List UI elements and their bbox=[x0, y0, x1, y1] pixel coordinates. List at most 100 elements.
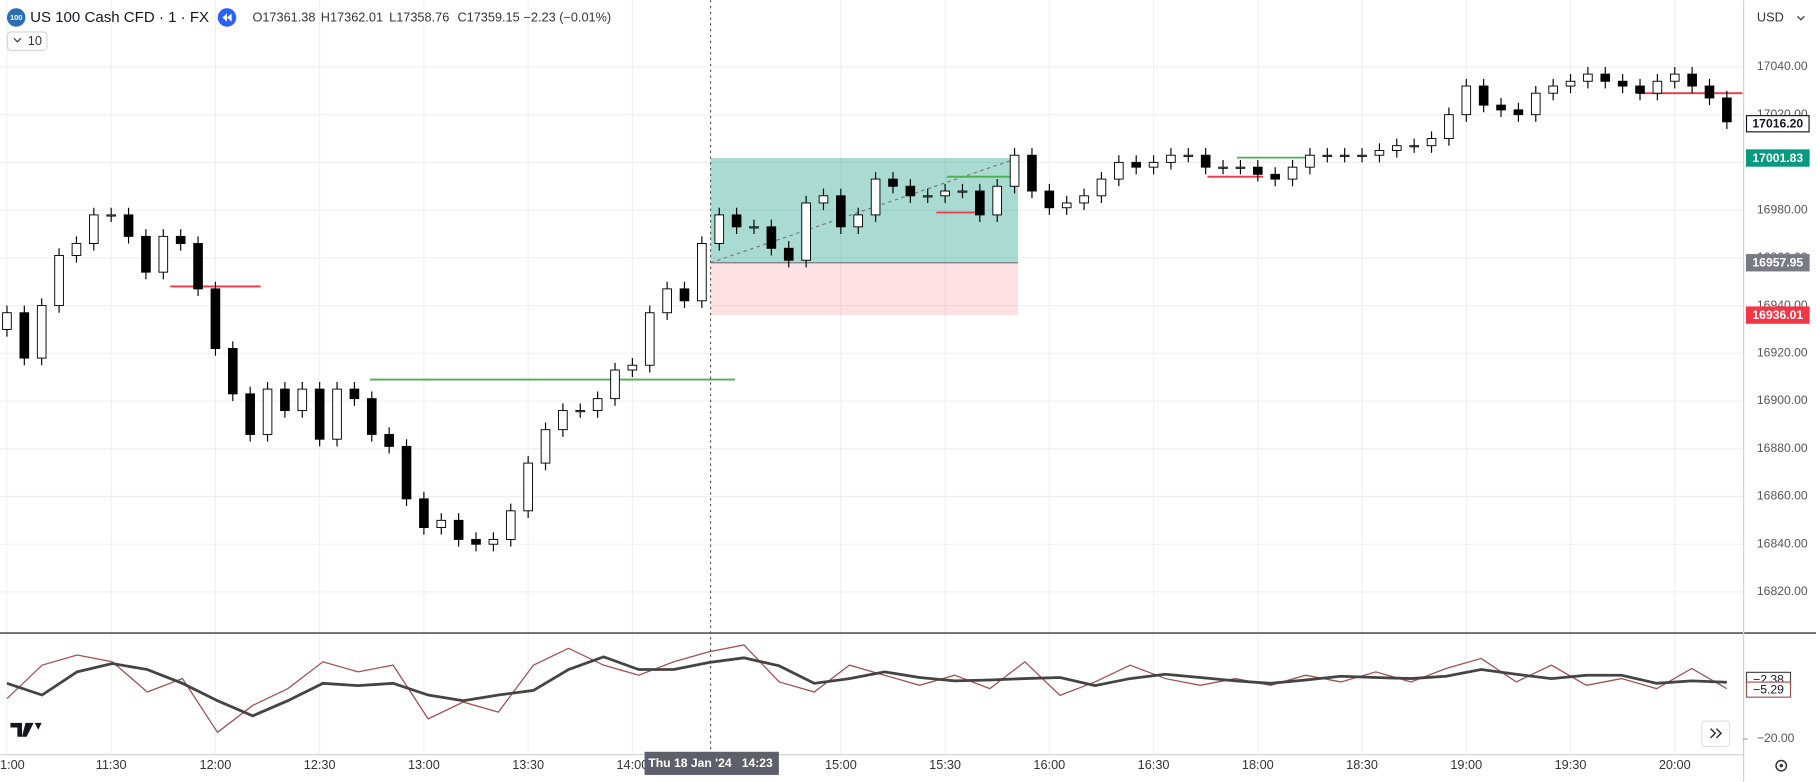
candle-body bbox=[1513, 109, 1524, 116]
candle-body bbox=[1270, 173, 1280, 180]
candle-body bbox=[141, 235, 151, 273]
candle-body bbox=[1061, 202, 1072, 209]
candle-body bbox=[1704, 85, 1715, 99]
candle-body bbox=[453, 519, 464, 540]
candle-body bbox=[1287, 166, 1298, 180]
oscillator-line bbox=[6, 655, 1727, 718]
x-tick-label: 19:30 bbox=[1555, 757, 1587, 772]
candle-body bbox=[36, 305, 47, 359]
candle-body bbox=[1617, 80, 1628, 87]
candle-body bbox=[1722, 97, 1732, 123]
ohlc-low: L17358.76 bbox=[389, 9, 449, 24]
candle-body bbox=[436, 519, 447, 528]
candle-body bbox=[975, 190, 985, 216]
candle-body bbox=[1305, 154, 1315, 168]
candle-body bbox=[1079, 195, 1089, 204]
candle-body bbox=[749, 226, 759, 229]
candle-body bbox=[193, 243, 203, 290]
ohlc-high: H17362.01 bbox=[321, 9, 383, 24]
x-tick-label: 16:00 bbox=[1033, 757, 1065, 772]
candle-body bbox=[505, 510, 516, 540]
candle-body bbox=[1461, 85, 1472, 116]
candle-body bbox=[1635, 85, 1645, 94]
candle-body bbox=[297, 388, 308, 412]
scroll-button[interactable] bbox=[1701, 720, 1731, 748]
candle-body bbox=[644, 312, 655, 366]
candle-body bbox=[540, 429, 551, 464]
candle-body bbox=[488, 538, 499, 545]
brand-logo bbox=[10, 722, 42, 737]
interval-button[interactable] bbox=[6, 31, 48, 52]
candle-body bbox=[610, 369, 620, 400]
candle-body bbox=[662, 288, 672, 314]
price-tag bbox=[1745, 306, 1810, 324]
candle-body bbox=[1339, 154, 1350, 157]
candle-body bbox=[262, 388, 273, 435]
candle-body bbox=[1478, 85, 1489, 106]
candle-body bbox=[1218, 166, 1228, 169]
x-tick-label: 19:00 bbox=[1450, 757, 1482, 772]
candle-body bbox=[245, 393, 255, 435]
candle-body bbox=[783, 247, 794, 261]
candle-body bbox=[384, 433, 394, 447]
candle-body bbox=[1044, 190, 1055, 209]
candle-body bbox=[627, 364, 638, 371]
grid bbox=[0, 0, 1744, 755]
candle-body bbox=[106, 214, 116, 217]
scroll-icon bbox=[1710, 728, 1723, 739]
candle-body bbox=[1496, 104, 1506, 111]
x-tick-label: 20:00 bbox=[1659, 757, 1691, 772]
price-tags: 17016.20 17001.83 16957.95 16936.01 Thu 18 J… bbox=[644, 115, 1810, 775]
candle-body bbox=[888, 178, 898, 187]
candle-body bbox=[1426, 138, 1437, 147]
price-tag-label: 17001.83 bbox=[1752, 151, 1803, 165]
position-path bbox=[710, 157, 1019, 264]
y-tick-label: 16880.00 bbox=[1757, 441, 1808, 455]
candle-body bbox=[1322, 154, 1333, 157]
candle-body bbox=[280, 388, 290, 412]
price-tag-label: 16957.95 bbox=[1752, 256, 1803, 270]
candle-body bbox=[1166, 154, 1176, 163]
candle-body bbox=[227, 348, 238, 395]
x-tick-label: 16:30 bbox=[1138, 757, 1170, 772]
candle-body bbox=[1444, 114, 1454, 139]
symbol-title[interactable]: US 100 Cash CFD · 1 · FX bbox=[30, 9, 209, 26]
y-tick-label: 16820.00 bbox=[1757, 584, 1808, 598]
x-tick-label: 13:30 bbox=[512, 757, 544, 772]
candle-body bbox=[1009, 154, 1020, 187]
y-tick-label: 16840.00 bbox=[1757, 536, 1808, 550]
settings-icon bbox=[1779, 763, 1783, 768]
candle-body bbox=[992, 185, 1003, 216]
x-tick-label: 12:00 bbox=[200, 757, 232, 772]
x-tick-label: 1:00 bbox=[0, 757, 25, 772]
candle-body bbox=[714, 214, 725, 244]
oscillator-tag bbox=[1745, 681, 1792, 698]
y-tick-label: 16860.00 bbox=[1757, 489, 1808, 503]
candle-body bbox=[1183, 154, 1194, 157]
position-stop-zone bbox=[710, 262, 1019, 316]
drawings bbox=[170, 0, 1743, 755]
candle-body bbox=[1200, 154, 1211, 168]
candle-body bbox=[592, 398, 603, 412]
candle-body bbox=[175, 235, 186, 244]
candle-body bbox=[731, 214, 742, 228]
candle-body bbox=[1548, 85, 1558, 94]
candle-body bbox=[158, 235, 169, 273]
candle-body bbox=[836, 195, 846, 228]
settings-button[interactable] bbox=[1775, 759, 1788, 772]
currency[interactable]: USD bbox=[1757, 9, 1784, 24]
candle-body bbox=[1669, 73, 1680, 82]
crosshair-label: Thu 18 Jan '24 14:23 bbox=[648, 756, 773, 770]
candle-body bbox=[1565, 80, 1576, 87]
candle-body bbox=[1235, 166, 1246, 169]
interval-value: 10 bbox=[28, 33, 42, 48]
candle-body bbox=[697, 243, 707, 302]
candle-body bbox=[1131, 161, 1142, 168]
candle-body bbox=[1357, 154, 1367, 157]
symbol-logo-text: 100 bbox=[10, 13, 23, 22]
y-tick-label: 16900.00 bbox=[1757, 393, 1808, 407]
price-tag bbox=[1745, 254, 1810, 272]
candle-body bbox=[940, 190, 950, 197]
